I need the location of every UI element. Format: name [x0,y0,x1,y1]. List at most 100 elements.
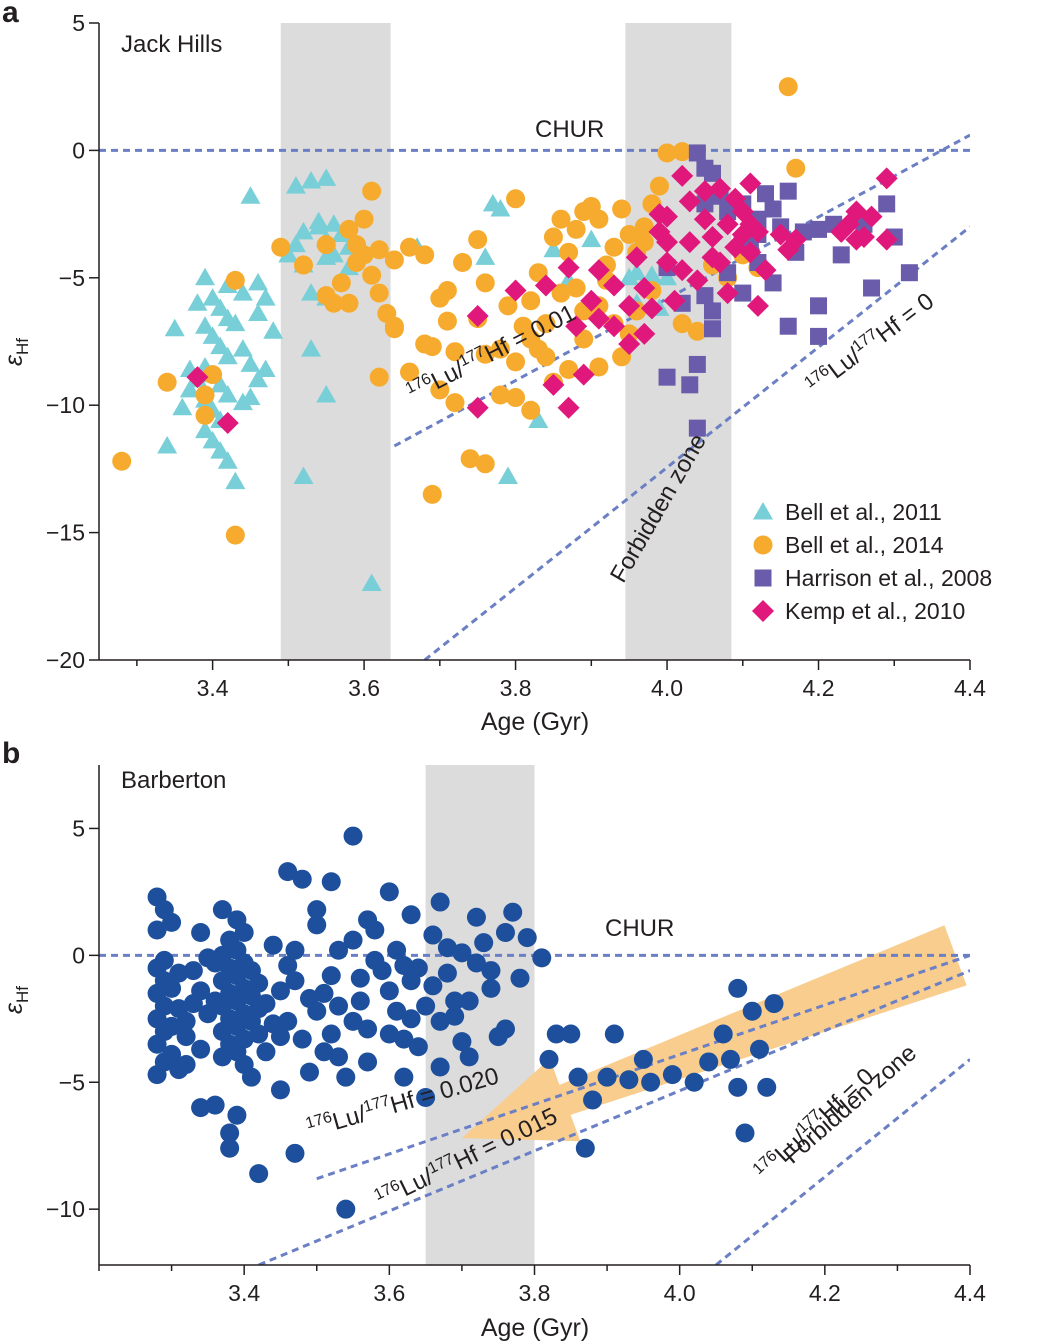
data-point [408,958,428,978]
data-point [498,296,518,316]
data-point [437,963,457,983]
data-point [324,293,344,313]
data-point [757,1077,777,1097]
data-point [316,385,337,403]
data-point [583,1090,603,1110]
data-point [354,209,374,229]
data-point [663,289,686,312]
data-point [757,185,775,203]
data-point [566,219,586,239]
data-point [270,981,290,1001]
data-point [293,466,314,485]
data-point [329,940,349,960]
data-point [497,466,518,485]
data-point [625,246,648,269]
data-point [225,270,245,290]
data-point [336,1199,356,1219]
data-point [437,281,457,301]
reference-line-lu-hf-0-015 [258,969,970,1265]
data-point [430,892,450,912]
data-point [521,291,541,311]
data-point [604,1024,624,1044]
data-point [551,283,571,303]
data-point [202,288,223,306]
data-point [503,902,523,922]
data-point [162,1044,182,1064]
data-point [688,355,706,373]
chur-label: CHUR [605,915,674,942]
data-point [684,1072,704,1092]
data-point [307,915,327,935]
data-point [481,961,501,981]
ratio-label-sup-hf: 177 [361,1092,391,1116]
panel-title: Barberton [121,767,226,794]
data-point [506,352,526,372]
data-point [227,1105,247,1125]
data-point [481,978,501,998]
data-point [445,342,465,362]
data-point [734,284,752,302]
data-point [321,966,341,986]
data-point [532,948,552,968]
data-point [191,1098,211,1118]
data-point [415,245,435,265]
data-point [162,978,182,998]
data-point [195,316,216,334]
data-point [240,354,261,372]
data-point [739,172,762,195]
data-point [641,1072,661,1092]
y-tick-label: −5 [59,265,85,291]
data-point [255,288,276,306]
data-point [293,255,313,275]
data-point [379,882,399,902]
y-tick-label: 5 [72,815,85,841]
data-point [764,274,782,292]
data-point [490,339,510,359]
data-point [301,339,322,357]
data-point [860,205,883,228]
data-point [308,216,329,235]
data-point [248,303,269,321]
data-point [169,963,189,983]
data-point [648,220,671,243]
data-point [513,316,533,336]
data-point [551,209,571,229]
data-point [656,251,679,274]
data-point [191,1039,211,1059]
x-tick-label: 4.2 [803,675,835,701]
data-point [640,297,663,320]
data-point [210,298,231,316]
panel-letter: b [2,737,20,770]
data-point [572,363,595,386]
data-point [681,376,699,394]
data-point [422,484,442,504]
x-tick-label: 4.0 [664,1280,696,1306]
x-tick-label: 3.8 [519,1280,551,1306]
panel-b-barberton: 3.4 3.6 3.8 4.0 4.2 4.4 5 0 −5 −10 Age (Gyr) εHf b Ba… [0,737,986,1341]
data-point [369,283,389,303]
data-point [437,311,457,331]
data-point [384,250,404,270]
data-point [362,181,382,201]
data-point [358,1052,378,1072]
data-point [784,228,807,251]
data-point [394,1029,414,1049]
data-point [362,265,382,285]
data-point [176,1054,196,1074]
data-point [301,283,322,301]
data-point [384,316,404,336]
data-point [292,869,312,889]
data-point [147,920,167,940]
data-point [619,224,639,244]
data-point [387,1001,407,1021]
data-point [430,380,450,400]
data-point [263,1014,283,1034]
data-point [186,366,209,389]
legend-marker [753,535,773,555]
data-point [164,318,185,337]
legend-label: Bell et al., 2014 [785,532,944,558]
data-point [154,950,174,970]
data-point [240,186,261,204]
data-point [401,1009,421,1029]
data-point [323,244,344,263]
